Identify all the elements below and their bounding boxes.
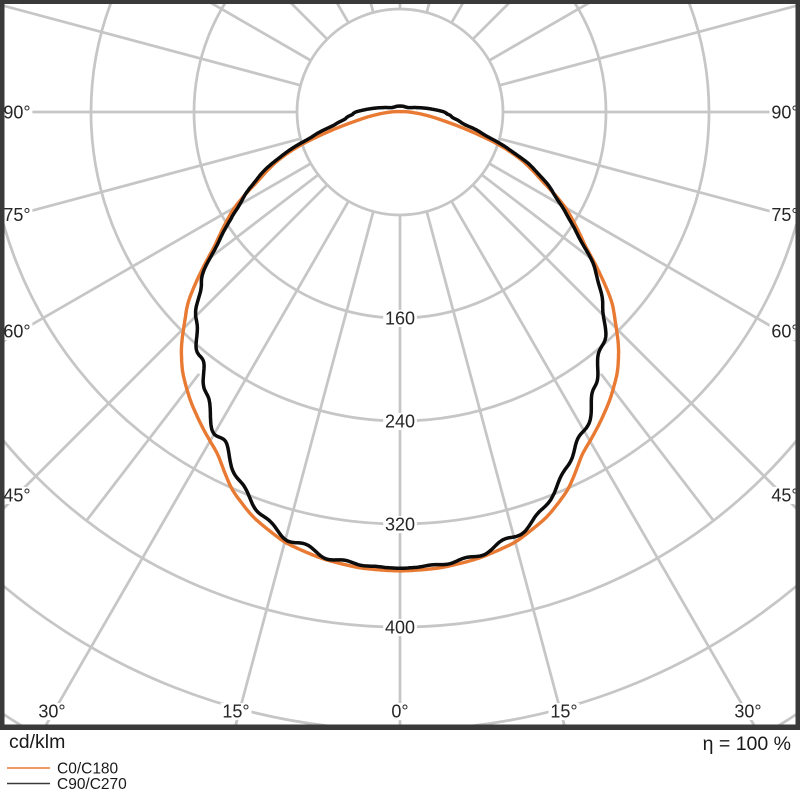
svg-text:η = 100 %: η = 100 % <box>703 733 791 755</box>
svg-text:0°: 0° <box>391 702 408 722</box>
svg-text:45°: 45° <box>3 486 30 506</box>
svg-text:15°: 15° <box>550 702 577 722</box>
svg-text:45°: 45° <box>771 486 798 506</box>
svg-text:C0/C180: C0/C180 <box>57 761 119 778</box>
svg-text:75°: 75° <box>771 205 798 225</box>
svg-text:90°: 90° <box>3 103 30 123</box>
svg-text:240: 240 <box>385 412 415 432</box>
svg-text:cd/klm: cd/klm <box>9 731 65 753</box>
svg-text:30°: 30° <box>734 702 761 722</box>
svg-text:C90/C270: C90/C270 <box>57 776 127 793</box>
svg-text:320: 320 <box>385 515 415 535</box>
svg-text:160: 160 <box>385 309 415 329</box>
svg-text:90°: 90° <box>771 103 798 123</box>
svg-text:75°: 75° <box>3 205 30 225</box>
svg-text:400: 400 <box>385 618 415 638</box>
svg-text:15°: 15° <box>222 702 249 722</box>
svg-text:60°: 60° <box>771 322 798 342</box>
svg-text:30°: 30° <box>38 702 65 722</box>
svg-text:60°: 60° <box>3 322 30 342</box>
